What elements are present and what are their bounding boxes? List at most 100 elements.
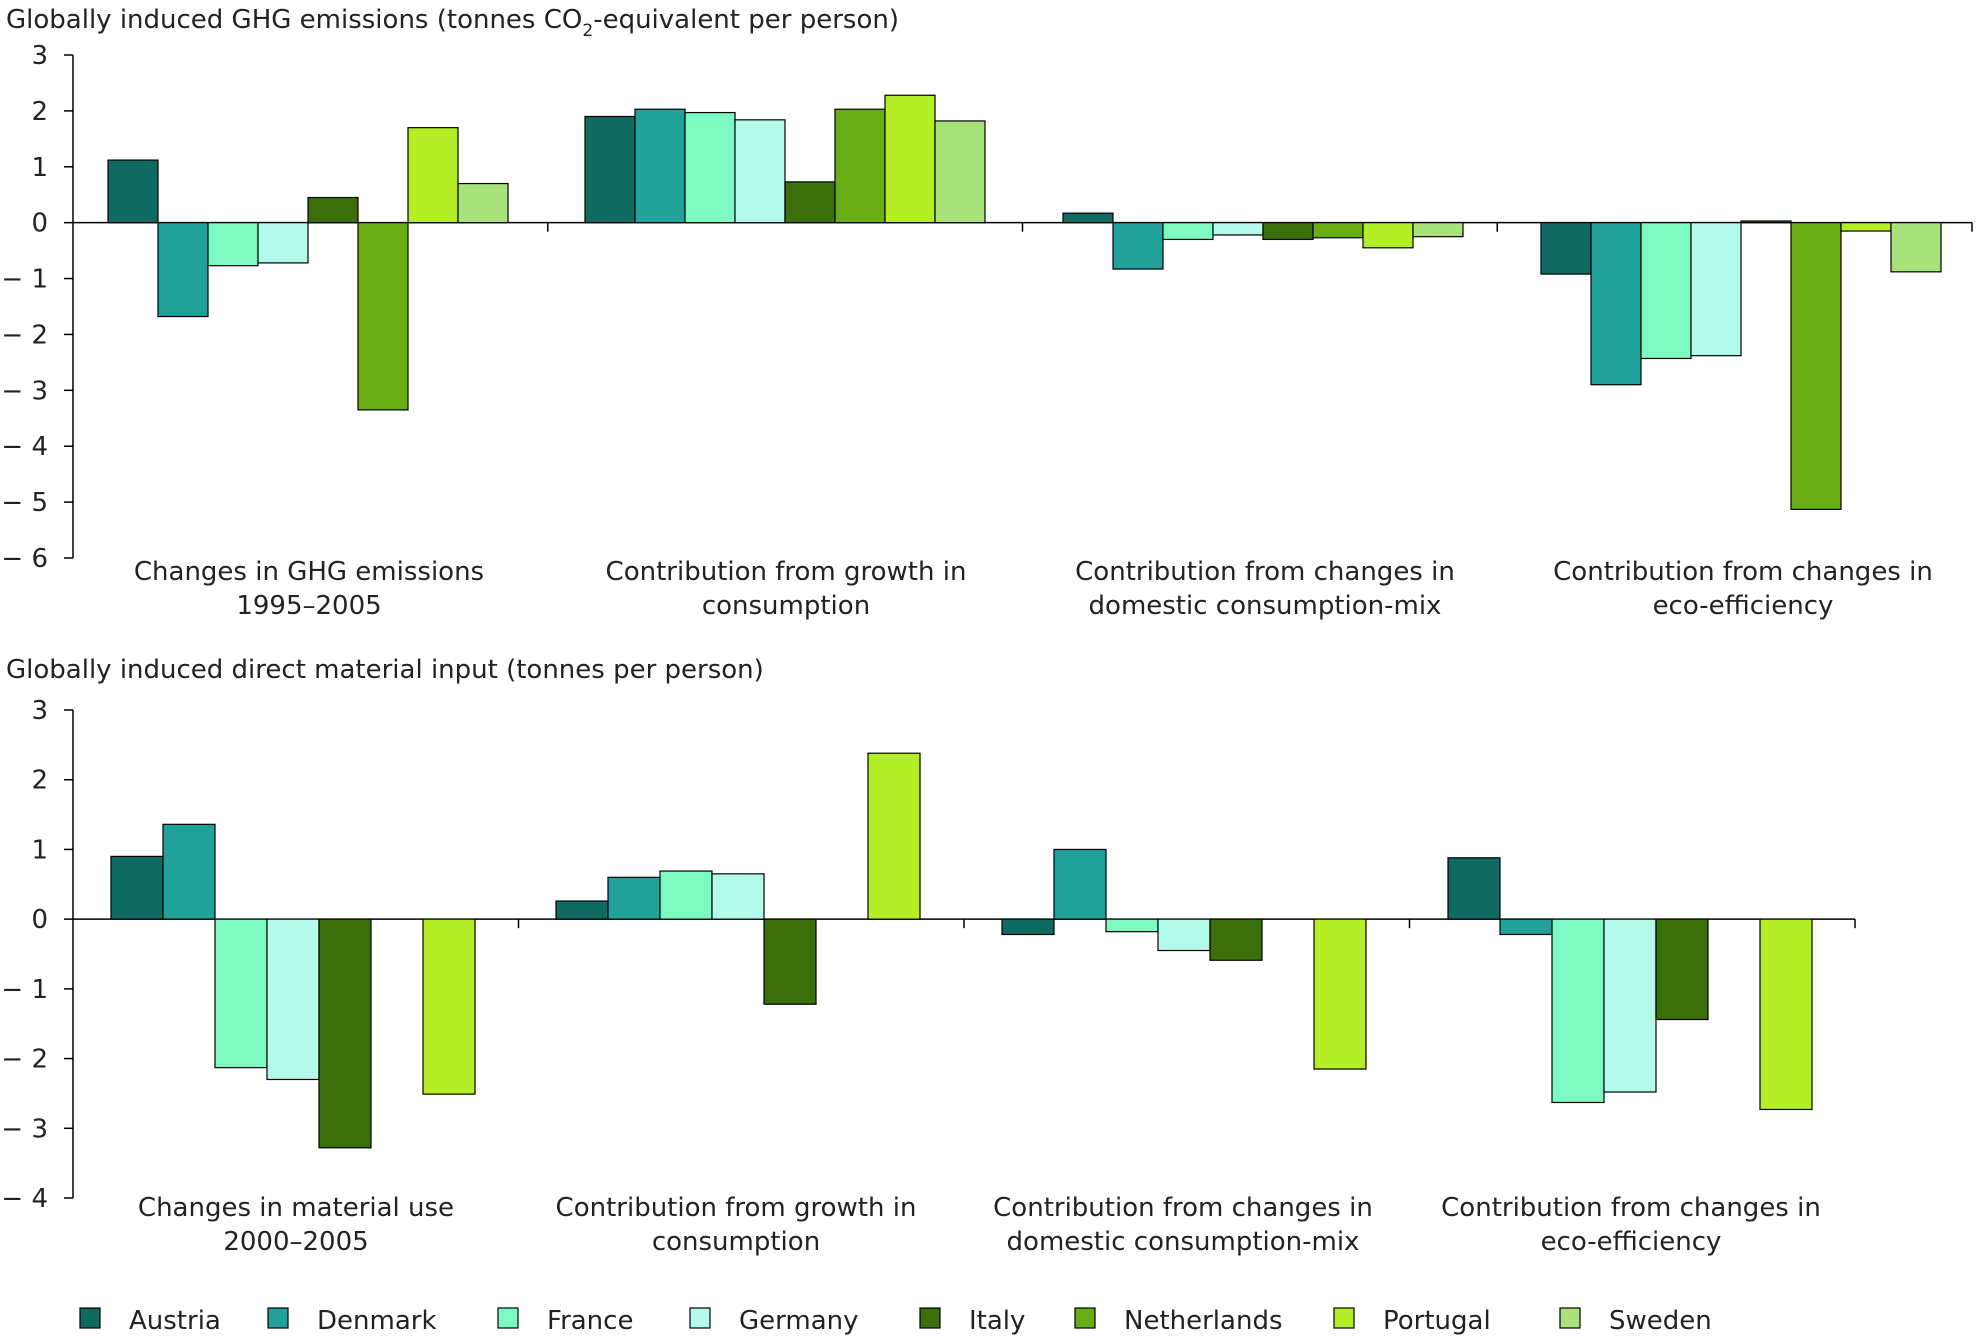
legend-swatch-france (497, 1307, 519, 1329)
y-tick-label: − 1 (1, 265, 48, 295)
bar-portugal (1313, 918, 1367, 1070)
bar-italy (1209, 918, 1263, 961)
bar-portugal (407, 127, 459, 224)
bar-germany (1690, 222, 1742, 357)
bar-portugal (867, 752, 921, 920)
y-tick-label: 3 (31, 696, 48, 726)
bar-austria (110, 855, 164, 920)
material-input-chart: Globally induced direct material input (… (1, 655, 1856, 1257)
x-category-label: Contribution from changes in (1441, 1193, 1821, 1223)
y-tick-label: − 3 (1, 376, 48, 406)
chart-title: Globally induced GHG emissions (tonnes C… (6, 5, 899, 41)
x-category-label: Contribution from changes in (993, 1193, 1373, 1223)
bar-netherlands (834, 108, 886, 224)
bar-austria (584, 115, 636, 224)
x-category-label: consumption (652, 1227, 820, 1257)
bar-sweden (934, 120, 986, 224)
legend-label-germany: Germany (739, 1306, 859, 1336)
bar-france (1162, 222, 1214, 241)
bar-denmark (157, 222, 209, 318)
bar-france (207, 222, 259, 267)
y-tick-label: 0 (31, 209, 48, 239)
bar-denmark (634, 108, 686, 224)
chart-title: Globally induced direct material input (… (6, 655, 764, 685)
x-category-label: 2000–2005 (223, 1227, 368, 1257)
x-category-label: Contribution from changes in (1553, 557, 1933, 587)
bar-france (1105, 918, 1159, 933)
bar-italy (318, 918, 372, 1149)
x-category-label: Contribution from growth in (606, 557, 967, 587)
bar-austria (555, 900, 609, 920)
bar-denmark (1112, 222, 1164, 270)
y-tick-label: − 2 (1, 320, 48, 350)
y-tick-label: 1 (31, 835, 48, 865)
bar-france (1551, 918, 1605, 1104)
y-tick-label: 2 (31, 766, 48, 796)
bar-denmark (162, 823, 216, 920)
legend-swatch-austria (79, 1307, 101, 1329)
bar-italy (784, 181, 836, 224)
bar-austria (1447, 857, 1501, 920)
y-tick-label: − 6 (1, 544, 48, 574)
bar-denmark (1053, 848, 1107, 920)
bar-austria (1540, 222, 1592, 275)
legend-label-sweden: Sweden (1609, 1306, 1712, 1336)
bar-germany (257, 222, 309, 264)
bar-france (684, 111, 736, 224)
bar-sweden (1412, 222, 1464, 238)
x-category-label: eco-efficiency (1653, 591, 1834, 621)
y-tick-label: 0 (31, 905, 48, 935)
bar-denmark (1590, 222, 1642, 386)
bar-france (214, 918, 268, 1069)
bar-netherlands (357, 222, 409, 411)
legend-label-netherlands: Netherlands (1124, 1306, 1283, 1336)
ghg-emissions-chart: Globally induced GHG emissions (tonnes C… (1, 5, 1973, 621)
legend-label-italy: Italy (969, 1306, 1025, 1336)
bar-germany (1157, 918, 1211, 952)
legend: Austria Denmark France Germany Italy Netherla… (79, 1306, 1712, 1336)
bar-italy (763, 918, 817, 1005)
y-tick-label: 2 (31, 97, 48, 127)
y-tick-label: − 2 (1, 1045, 48, 1075)
bar-austria (1001, 918, 1055, 936)
bar-denmark (1499, 918, 1553, 936)
bar-portugal (1362, 222, 1414, 249)
legend-label-france: France (547, 1306, 633, 1336)
bar-italy (1655, 918, 1709, 1021)
bar-sweden (457, 182, 509, 224)
bar-italy (307, 196, 359, 224)
x-category-label: Changes in material use (138, 1193, 454, 1223)
x-category-label: 1995–2005 (236, 591, 381, 621)
bar-germany (266, 918, 320, 1081)
legend-swatch-portugal (1333, 1307, 1355, 1329)
legend-swatch-italy (919, 1307, 941, 1329)
bar-france (1640, 222, 1692, 360)
legend-label-austria: Austria (129, 1306, 221, 1336)
bar-portugal (884, 94, 936, 224)
y-tick-label: − 3 (1, 1114, 48, 1144)
legend-swatch-denmark (267, 1307, 289, 1329)
bar-germany (1212, 222, 1264, 236)
legend-label-denmark: Denmark (317, 1306, 437, 1336)
bar-netherlands (1312, 222, 1364, 239)
bar-portugal (1759, 918, 1813, 1111)
y-tick-label: − 5 (1, 488, 48, 518)
bar-germany (711, 873, 765, 920)
bar-italy (1262, 222, 1314, 241)
legend-swatch-sweden (1559, 1307, 1581, 1329)
legend-label-portugal: Portugal (1383, 1306, 1491, 1336)
x-category-label: domestic consumption-mix (1007, 1227, 1360, 1257)
bar-portugal (1840, 222, 1892, 232)
legend-swatch-germany (689, 1307, 711, 1329)
bar-portugal (422, 918, 476, 1095)
y-tick-label: 3 (31, 41, 48, 71)
bar-germany (734, 119, 786, 224)
bar-austria (107, 159, 159, 224)
legend-swatch-netherlands (1074, 1307, 1096, 1329)
bar-austria (1062, 212, 1114, 224)
y-tick-label: 1 (31, 153, 48, 183)
x-category-label: Contribution from changes in (1075, 557, 1455, 587)
bar-netherlands (1790, 222, 1842, 510)
y-tick-label: − 4 (1, 432, 48, 462)
